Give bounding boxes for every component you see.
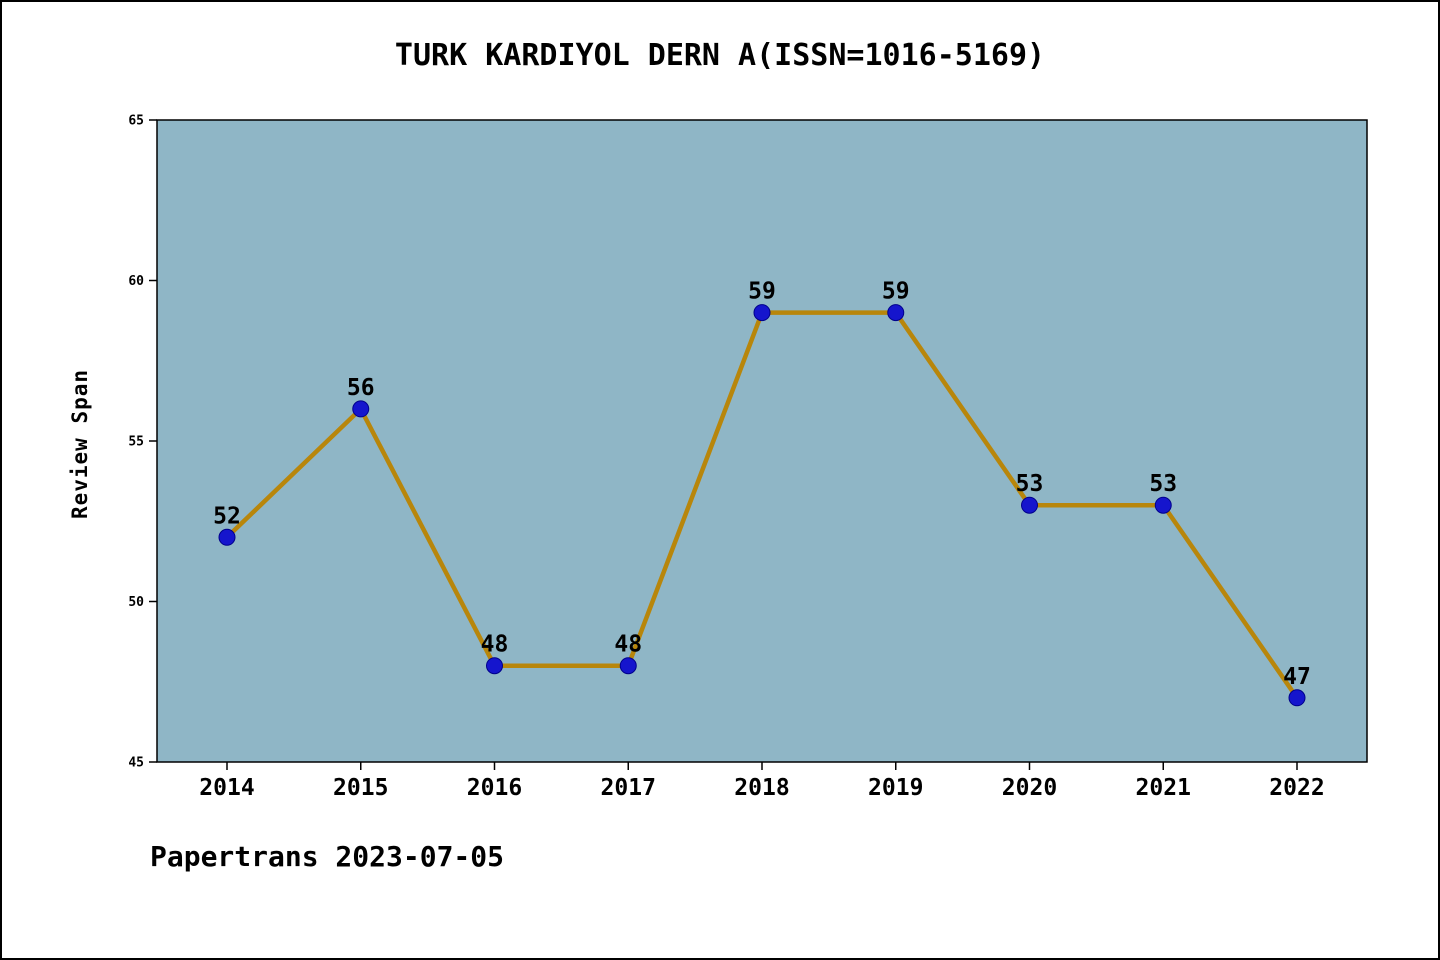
x-tick-label: 2018 [734,775,789,801]
data-point [753,304,771,322]
y-tick-label: 45 [128,756,144,771]
y-tick-label: 65 [128,114,144,129]
x-tick-label: 2019 [868,775,923,801]
y-tick-label: 50 [128,595,144,610]
data-point [218,528,236,546]
value-label: 59 [882,279,910,305]
data-point [352,400,370,418]
x-tick-label: 2017 [601,775,656,801]
chart-title: TURK KARDIYOL DERN A(ISSN=1016-5169) [394,38,1046,73]
data-point [1021,496,1038,514]
value-label: 53 [1016,471,1044,497]
data-point [1154,496,1172,514]
x-tick-label: 2015 [333,775,388,801]
value-label: 48 [614,632,642,658]
data-point [619,657,637,675]
x-tick-label: 2014 [199,775,254,801]
plot-area [156,119,1368,763]
x-tick-label: 2021 [1136,775,1191,801]
data-point [1288,689,1306,707]
x-tick-label: 2020 [1002,775,1057,801]
data-point [486,657,503,675]
value-label: 53 [1149,471,1177,497]
value-label: 52 [213,503,241,529]
value-label: 59 [748,279,776,305]
data-point [887,304,905,322]
y-tick-label: 60 [128,274,144,289]
y-tick-label: 55 [128,435,144,450]
watermark-text: Papertrans 2023-07-05 [150,840,505,873]
x-tick-label: 2022 [1269,775,1324,801]
value-label: 48 [481,632,509,658]
x-tick-label: 2016 [467,775,522,801]
value-label: 47 [1283,664,1311,690]
value-label: 56 [347,375,375,401]
